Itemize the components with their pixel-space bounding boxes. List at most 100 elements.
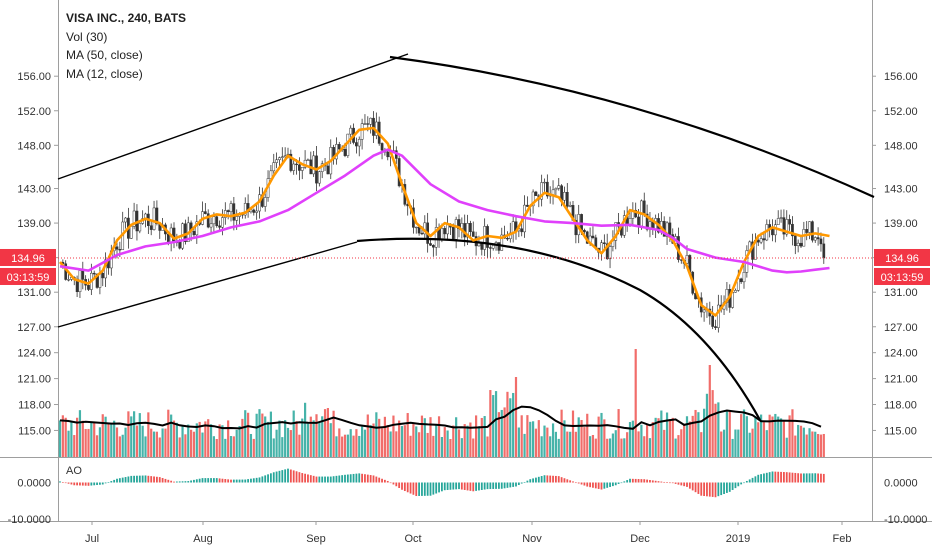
ao-bar (643, 479, 646, 483)
ao-bar (406, 482, 409, 493)
ao-bar (737, 482, 740, 487)
candle-body (252, 209, 256, 213)
candle-body (554, 188, 558, 191)
ao-bar (252, 478, 255, 483)
ao-bar (805, 473, 808, 483)
volume-bar (757, 422, 760, 457)
candle-body (229, 203, 233, 213)
volume-bar (155, 431, 158, 457)
ao-bar (153, 476, 155, 483)
ao-bar (532, 478, 534, 483)
volume-bar (366, 414, 369, 457)
ao-bar (703, 482, 705, 497)
candle-body (357, 139, 361, 147)
volume-bar (469, 422, 472, 457)
ao-bar (811, 473, 814, 483)
volume-bar (258, 409, 261, 457)
volume-bar (175, 422, 178, 457)
candle-body (124, 217, 127, 223)
price-tick-label-right: 152.00 (884, 106, 918, 118)
ao-bar (315, 476, 318, 483)
ao-bar (660, 481, 663, 483)
candle-body (380, 143, 384, 151)
candle-body (531, 191, 535, 207)
candle-body (298, 164, 301, 171)
volume-bar (346, 434, 349, 457)
ao-bar (495, 482, 497, 489)
volume-bar (435, 425, 438, 457)
ao-bar (304, 473, 306, 483)
volume-bar (540, 436, 543, 457)
volume-bar (386, 425, 389, 457)
volume-bar (58, 420, 62, 457)
volume-bar (187, 424, 190, 457)
volume-bar (819, 434, 823, 457)
candle-body (295, 163, 298, 166)
ao-bar (569, 480, 572, 483)
ao-bar (663, 481, 666, 483)
ao-bar (295, 471, 298, 483)
volume-bar (774, 413, 777, 457)
candle-body (178, 241, 182, 249)
volume-bar (500, 409, 503, 457)
volume-bar (728, 410, 731, 457)
candle-body (665, 222, 669, 237)
volume-bar (115, 427, 119, 457)
volume-bar (400, 426, 404, 457)
volume-bar (432, 435, 435, 457)
volume-bar (312, 420, 315, 457)
candle-body (702, 309, 706, 313)
volume-bar (494, 391, 498, 457)
ao-bar (324, 476, 326, 483)
candle-body (349, 127, 353, 135)
ao-bar (543, 475, 546, 483)
volume-bar (597, 416, 600, 457)
volume-bar (415, 426, 418, 457)
candle-body (791, 223, 794, 237)
volume-bar (218, 424, 221, 457)
ao-bar (275, 471, 278, 483)
volume-bar (244, 410, 247, 457)
volume-bar (492, 395, 495, 457)
ao-bar (392, 482, 395, 485)
time-tick-label: Nov (522, 533, 542, 545)
volume-bar (392, 415, 395, 457)
volume-bar (532, 421, 535, 457)
candle-body (92, 272, 96, 275)
ao-bar (637, 479, 640, 483)
ma50-line (59, 148, 830, 274)
ao-bar (617, 482, 620, 484)
ao-bar (777, 471, 780, 483)
candle-body (756, 239, 760, 243)
ao-bar (546, 475, 549, 483)
volume-bar (318, 422, 321, 457)
volume-bar (278, 420, 281, 457)
volume-bar (566, 431, 569, 457)
volume-bar (389, 431, 392, 457)
volume-bar (668, 419, 671, 457)
candle-body (568, 205, 572, 207)
volume-bar (104, 416, 107, 457)
volume-bar (620, 438, 623, 457)
volume-bar (101, 414, 104, 457)
ao-bar (130, 475, 133, 483)
ao-bar (475, 482, 477, 491)
candle-body (232, 203, 236, 221)
ao-bar (124, 477, 127, 483)
volume-bar (335, 436, 338, 457)
volume-bar (423, 418, 426, 457)
volume-bar (147, 412, 150, 457)
ao-bar (780, 471, 782, 483)
volume-bar (674, 438, 677, 457)
volume-bar (722, 429, 726, 457)
volume-bar (623, 438, 626, 457)
candle-body (192, 231, 196, 236)
candle-body (440, 228, 444, 240)
ao-bar (680, 482, 683, 486)
volume-bar (164, 428, 167, 457)
ao-bar (136, 475, 138, 483)
volume-bar (788, 415, 791, 457)
price-tick-label-left: 127.00 (17, 322, 51, 334)
